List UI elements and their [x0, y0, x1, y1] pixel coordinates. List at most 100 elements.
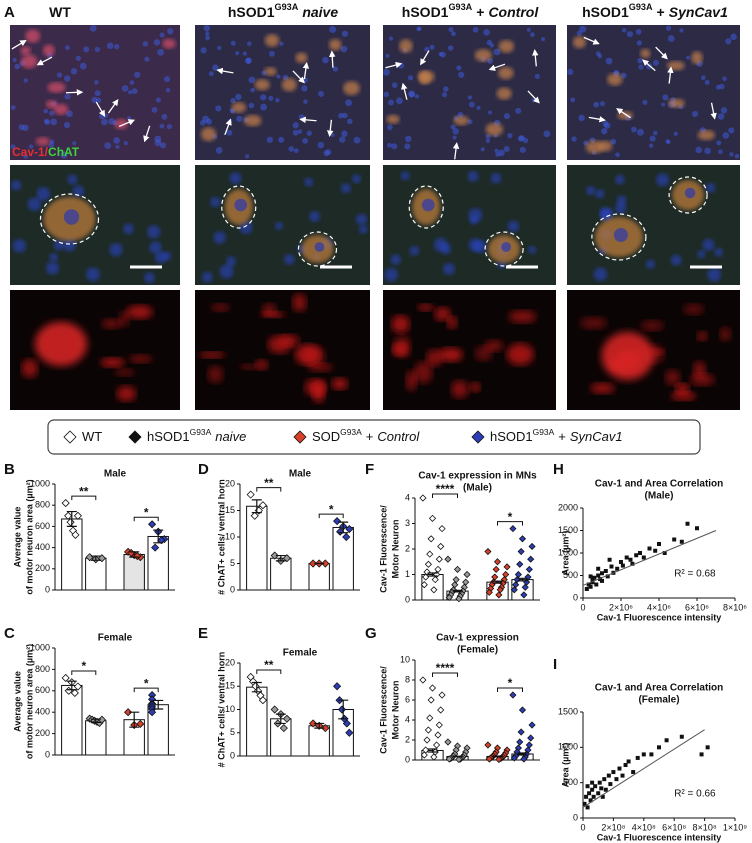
cell — [162, 38, 176, 49]
label: WT — [49, 4, 71, 20]
label-part: Control — [377, 429, 420, 444]
data-point — [427, 696, 435, 704]
nucleus — [642, 99, 648, 105]
data-point — [428, 684, 437, 692]
nucleus — [248, 76, 256, 84]
nucleus — [160, 142, 167, 149]
bar — [85, 720, 107, 756]
nucleus — [595, 51, 601, 57]
stain-blob — [697, 331, 708, 342]
stain-blob — [405, 370, 417, 392]
nucleus — [288, 146, 295, 152]
data-point — [528, 721, 536, 729]
y-tick-label: 0 — [230, 584, 235, 594]
data-point — [438, 691, 446, 699]
cell — [572, 36, 586, 49]
data-point — [426, 714, 434, 722]
data-point — [151, 543, 160, 552]
nucleus — [278, 136, 285, 143]
stain-blob — [129, 354, 153, 363]
micrograph — [10, 290, 180, 410]
data-point — [520, 591, 528, 599]
significance-label: * — [508, 510, 513, 524]
label: hSOD1G93A + Control — [402, 2, 540, 19]
nucleus — [593, 267, 608, 281]
micrograph-bg — [10, 290, 180, 410]
nucleus — [203, 24, 211, 32]
nucleus — [636, 128, 644, 136]
cell-outline — [408, 185, 444, 229]
data-point — [521, 583, 529, 591]
cell — [668, 98, 685, 108]
micrograph — [567, 290, 740, 410]
stain-blob — [239, 363, 258, 370]
nucleus — [43, 109, 48, 114]
cell — [42, 44, 55, 57]
data-point — [699, 752, 704, 757]
nucleus — [215, 146, 223, 154]
data-point — [424, 726, 432, 734]
data-point — [485, 755, 493, 763]
significance-label: ** — [264, 476, 274, 490]
y-axis-label: # ChAT+ cells/ ventral horn — [216, 479, 226, 595]
cell — [20, 46, 31, 55]
nucleus — [62, 238, 77, 252]
error-bar — [66, 510, 77, 527]
y-axis-label: Average value — [12, 671, 22, 732]
x-axis-label: Cav-1 Fluorescence intensity — [597, 832, 722, 842]
cell — [598, 140, 613, 152]
nucleus — [450, 124, 456, 130]
data-point — [517, 547, 525, 556]
nucleus — [468, 101, 475, 108]
nucleus — [121, 84, 129, 92]
data-point — [585, 805, 590, 810]
nucleus — [679, 28, 684, 33]
nucleus — [89, 25, 97, 32]
stain-blob — [101, 318, 122, 329]
panel-label: C — [4, 625, 15, 642]
nucleus — [452, 128, 459, 135]
data-point — [679, 539, 684, 544]
cell-outline — [591, 213, 647, 261]
cell — [254, 79, 270, 91]
nucleus — [666, 139, 671, 145]
nucleus — [109, 243, 123, 257]
error-bar — [275, 554, 286, 562]
stain-blob — [114, 368, 135, 377]
data-point — [528, 542, 536, 551]
data-point — [270, 705, 279, 714]
nucleus — [63, 209, 80, 225]
micrograph — [567, 165, 740, 285]
data-point — [435, 721, 443, 729]
panel-label: D — [198, 461, 209, 478]
legend-marker — [293, 430, 307, 444]
nucleus — [67, 174, 78, 185]
nucleus — [65, 45, 70, 51]
nucleus — [451, 31, 456, 37]
data-point — [434, 565, 442, 573]
data-point — [596, 566, 601, 571]
nucleus — [578, 114, 585, 122]
data-point — [590, 578, 595, 582]
y-tick-label: 2000 — [558, 502, 578, 512]
nucleus — [347, 118, 353, 125]
y-tick-label: 1000 — [30, 642, 50, 652]
nucleus — [235, 51, 240, 56]
nucleus — [722, 76, 727, 81]
nucleus — [292, 122, 299, 129]
nucleus — [501, 242, 511, 252]
data-point — [97, 715, 106, 724]
data-point — [451, 581, 459, 589]
data-point — [495, 591, 503, 599]
nucleus — [540, 36, 546, 42]
stain-blob — [21, 358, 38, 378]
nucleus — [722, 132, 730, 139]
nucleus — [526, 27, 531, 32]
cell-outline — [297, 231, 338, 267]
nucleus — [101, 118, 108, 126]
nucleus — [702, 238, 715, 251]
data-point — [630, 561, 635, 566]
data-point — [672, 537, 677, 542]
cell — [281, 77, 297, 92]
